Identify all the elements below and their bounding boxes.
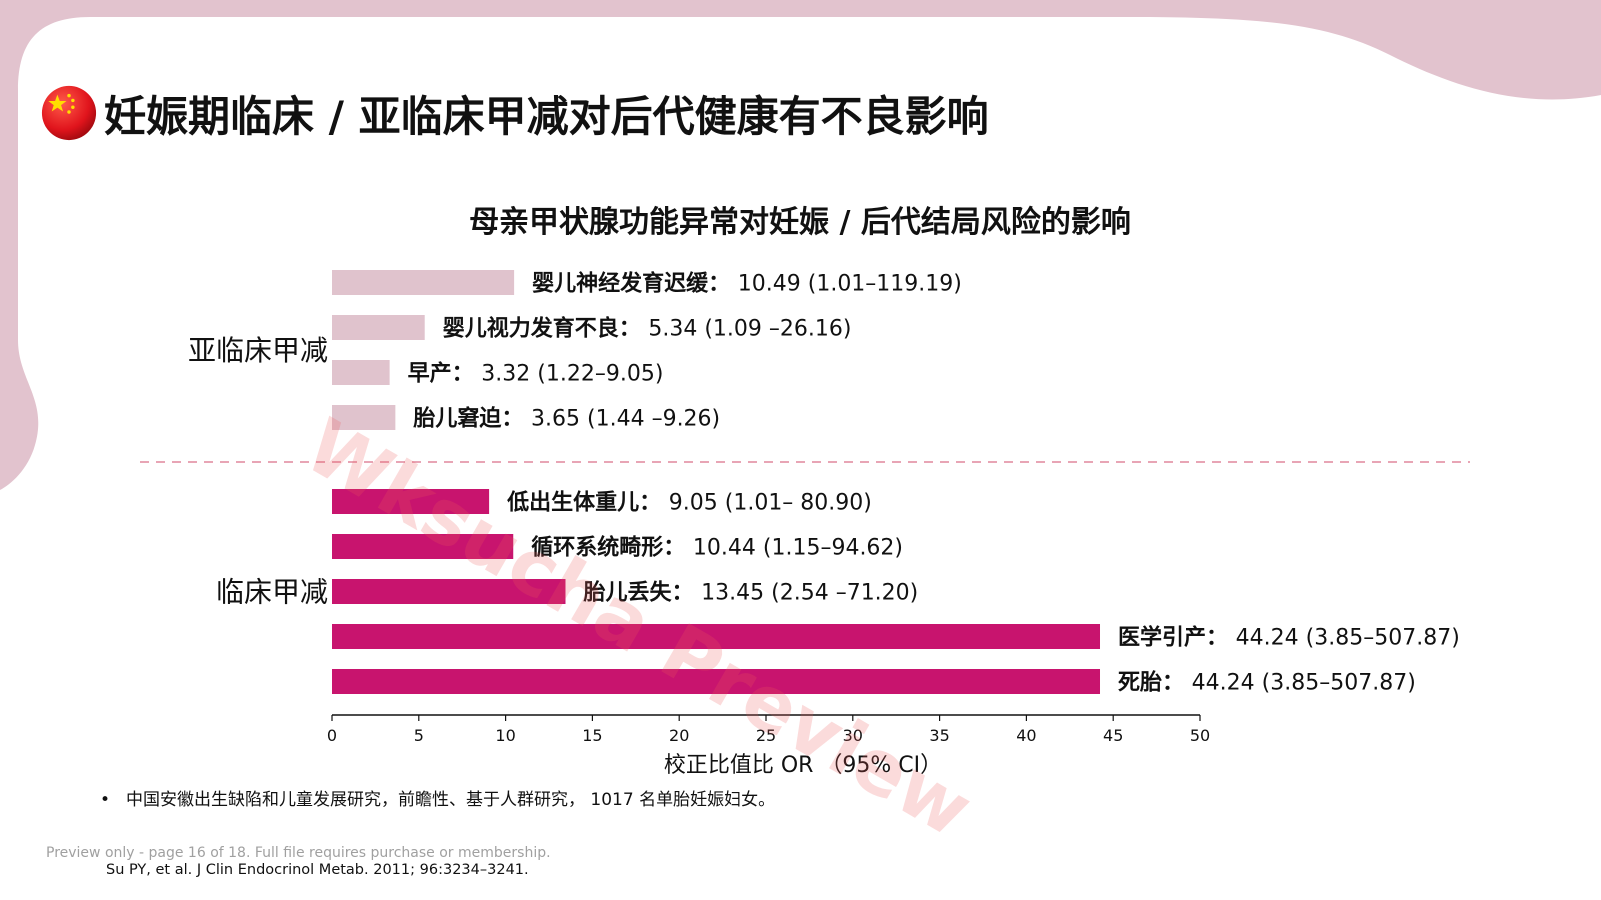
bar-1-3: [332, 624, 1101, 649]
bar-1-4: [332, 669, 1101, 694]
bar-ci-label: 9.05 (1.01– 80.90): [669, 491, 872, 516]
bar-0-2: [332, 360, 390, 385]
x-tick-label-50: 50: [1190, 726, 1210, 745]
bar-label-0-0: 婴儿神经发育迟缓： 10.49 (1.01–119.19): [532, 271, 962, 297]
bar-0-1: [332, 315, 425, 340]
bar-1-2: [332, 579, 566, 604]
bar-outcome-label: 婴儿视力发育不良：: [443, 316, 649, 342]
group-label-0: 亚临床甲减: [188, 334, 328, 367]
x-tick-label-25: 25: [756, 726, 776, 745]
bar-outcome-label: 胎儿窘迫：: [413, 406, 531, 432]
bars-layer: 婴儿神经发育迟缓： 10.49 (1.01–119.19) 婴儿视力发育不良： 5…: [188, 270, 1460, 696]
page-title-row: 妊娠期临床 / 亚临床甲减对后代健康有不良影响: [40, 78, 989, 148]
bar-outcome-label: 死胎：: [1118, 670, 1192, 696]
x-tick-label-45: 45: [1103, 726, 1123, 745]
x-tick-label-10: 10: [495, 726, 515, 745]
x-tick-label-35: 35: [929, 726, 949, 745]
bar-ci-label: 44.24 (3.85–507.87): [1236, 626, 1460, 651]
bar-ci-label: 10.49 (1.01–119.19): [738, 272, 962, 297]
chart-title: 母亲甲状腺功能异常对妊娠 / 后代结局风险的影响: [469, 205, 1131, 240]
bar-label-1-0: 低出生体重儿： 9.05 (1.01– 80.90): [506, 491, 872, 516]
bar-ci-label: 3.65 (1.44 –9.26): [531, 407, 720, 432]
bar-0-0: [332, 270, 515, 295]
study-note: • 中国安徽出生缺陷和儿童发展研究，前瞻性、基于人群研究， 1017 名单胎妊娠…: [100, 788, 860, 812]
bar-1-0: [332, 489, 490, 514]
study-note-text: 中国安徽出生缺陷和儿童发展研究，前瞻性、基于人群研究， 1017 名单胎妊娠妇女…: [126, 790, 776, 810]
bar-0-3: [332, 405, 396, 430]
page-title: 妊娠期临床 / 亚临床甲减对后代健康有不良影响: [104, 91, 989, 141]
bar-ci-label: 5.34 (1.09 –26.16): [648, 317, 851, 342]
bar-label-0-2: 早产： 3.32 (1.22–9.05): [408, 362, 664, 387]
bar-label-1-4: 死胎： 44.24 (3.85–507.87): [1118, 670, 1416, 696]
bar-label-0-3: 胎儿窘迫： 3.65 (1.44 –9.26): [413, 406, 720, 432]
bar-outcome-label: 胎儿丢失：: [583, 580, 701, 606]
bar-outcome-label: 早产：: [408, 362, 482, 387]
x-axis-label: 校正比值比 OR （95% CI）: [664, 753, 942, 778]
bar-label-1-2: 胎儿丢失： 13.45 (2.54 –71.20): [583, 580, 918, 606]
x-tick-label-0: 0: [327, 726, 337, 745]
preview-note: Preview only - page 16 of 18. Full file …: [46, 845, 551, 861]
x-axis: 0 5 10 15 20 25 30 35 40 45 50 校正比值比 OR （95% CI）: [327, 714, 1210, 778]
bar-ci-label: 44.24 (3.85–507.87): [1192, 671, 1416, 696]
x-tick-label-40: 40: [1016, 726, 1036, 745]
bar-outcome-label: 低出生体重儿：: [506, 491, 669, 516]
x-tick-label-30: 30: [843, 726, 863, 745]
bar-ci-label: 13.45 (2.54 –71.20): [701, 581, 918, 606]
bar-ci-label: 3.32 (1.22–9.05): [481, 362, 663, 387]
citation: Su PY, et al. J Clin Endocrinol Metab. 2…: [106, 862, 529, 878]
bar-label-1-1: 循环系统畸形： 10.44 (1.15–94.62): [531, 535, 903, 561]
bar-outcome-label: 婴儿神经发育迟缓：: [532, 271, 738, 297]
bar-1-1: [332, 534, 514, 559]
bar-outcome-label: 循环系统畸形：: [531, 535, 693, 561]
bar-ci-label: 10.44 (1.15–94.62): [693, 536, 903, 561]
bar-label-0-1: 婴儿视力发育不良： 5.34 (1.09 –26.16): [443, 316, 852, 342]
bar-label-1-3: 医学引产： 44.24 (3.85–507.87): [1118, 625, 1460, 651]
group-label-1: 临床甲减: [216, 576, 328, 609]
bullet-dot: •: [100, 790, 111, 810]
x-tick-label-20: 20: [669, 726, 689, 745]
top-wave-shape: [0, 0, 1601, 490]
x-tick-label-15: 15: [582, 726, 602, 745]
china-flag-icon: [41, 85, 97, 141]
bar-outcome-label: 医学引产：: [1118, 625, 1236, 651]
x-tick-label-5: 5: [414, 726, 424, 745]
